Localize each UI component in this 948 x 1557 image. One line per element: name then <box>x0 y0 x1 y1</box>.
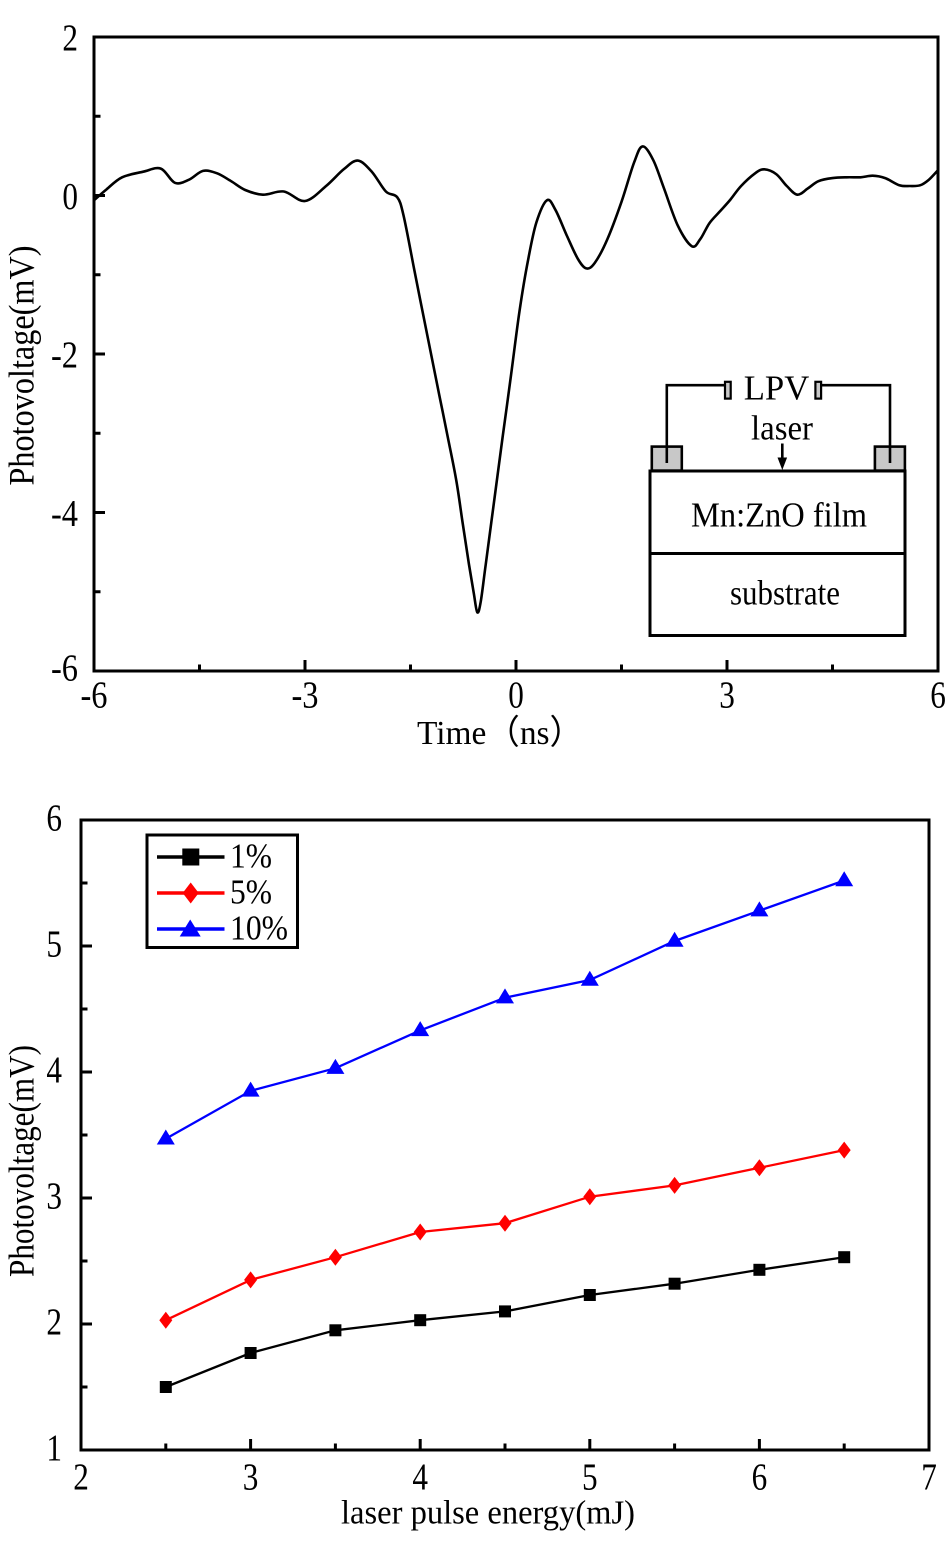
svg-text:6: 6 <box>752 1457 768 1499</box>
svg-text:3: 3 <box>243 1457 259 1499</box>
svg-text:-3: -3 <box>292 675 319 717</box>
svg-text:0: 0 <box>508 675 524 717</box>
svg-text:-6: -6 <box>51 648 78 690</box>
svg-text:1%: 1% <box>230 837 272 876</box>
svg-text:6: 6 <box>930 675 946 717</box>
svg-text:laser pulse energy(mJ): laser pulse energy(mJ) <box>341 1495 635 1532</box>
svg-text:-2: -2 <box>51 335 78 377</box>
svg-text:-4: -4 <box>51 493 78 535</box>
svg-text:2: 2 <box>46 1302 62 1344</box>
svg-text:1: 1 <box>46 1428 62 1470</box>
svg-text:5: 5 <box>582 1457 598 1499</box>
svg-text:Time（ns）: Time（ns） <box>417 714 583 752</box>
svg-text:Photovoltage(mV): Photovoltage(mV) <box>1 246 41 486</box>
svg-text:2: 2 <box>73 1457 89 1499</box>
svg-text:7: 7 <box>921 1457 937 1499</box>
svg-text:laser: laser <box>751 409 813 448</box>
svg-text:LPV: LPV <box>744 369 810 408</box>
svg-text:0: 0 <box>62 176 78 218</box>
svg-text:5%: 5% <box>230 873 272 912</box>
svg-text:2: 2 <box>62 18 78 60</box>
svg-text:3: 3 <box>719 675 735 717</box>
svg-text:10%: 10% <box>230 909 288 948</box>
svg-text:3: 3 <box>46 1176 62 1218</box>
svg-text:6: 6 <box>46 798 62 840</box>
svg-text:5: 5 <box>46 924 62 966</box>
svg-text:Mn:ZnO film: Mn:ZnO film <box>691 496 867 535</box>
svg-text:4: 4 <box>46 1050 62 1092</box>
svg-text:4: 4 <box>412 1457 428 1499</box>
svg-text:substrate: substrate <box>730 574 840 613</box>
svg-text:Photovoltage(mV): Photovoltage(mV) <box>1 1045 41 1277</box>
svg-text:-6: -6 <box>81 675 108 717</box>
